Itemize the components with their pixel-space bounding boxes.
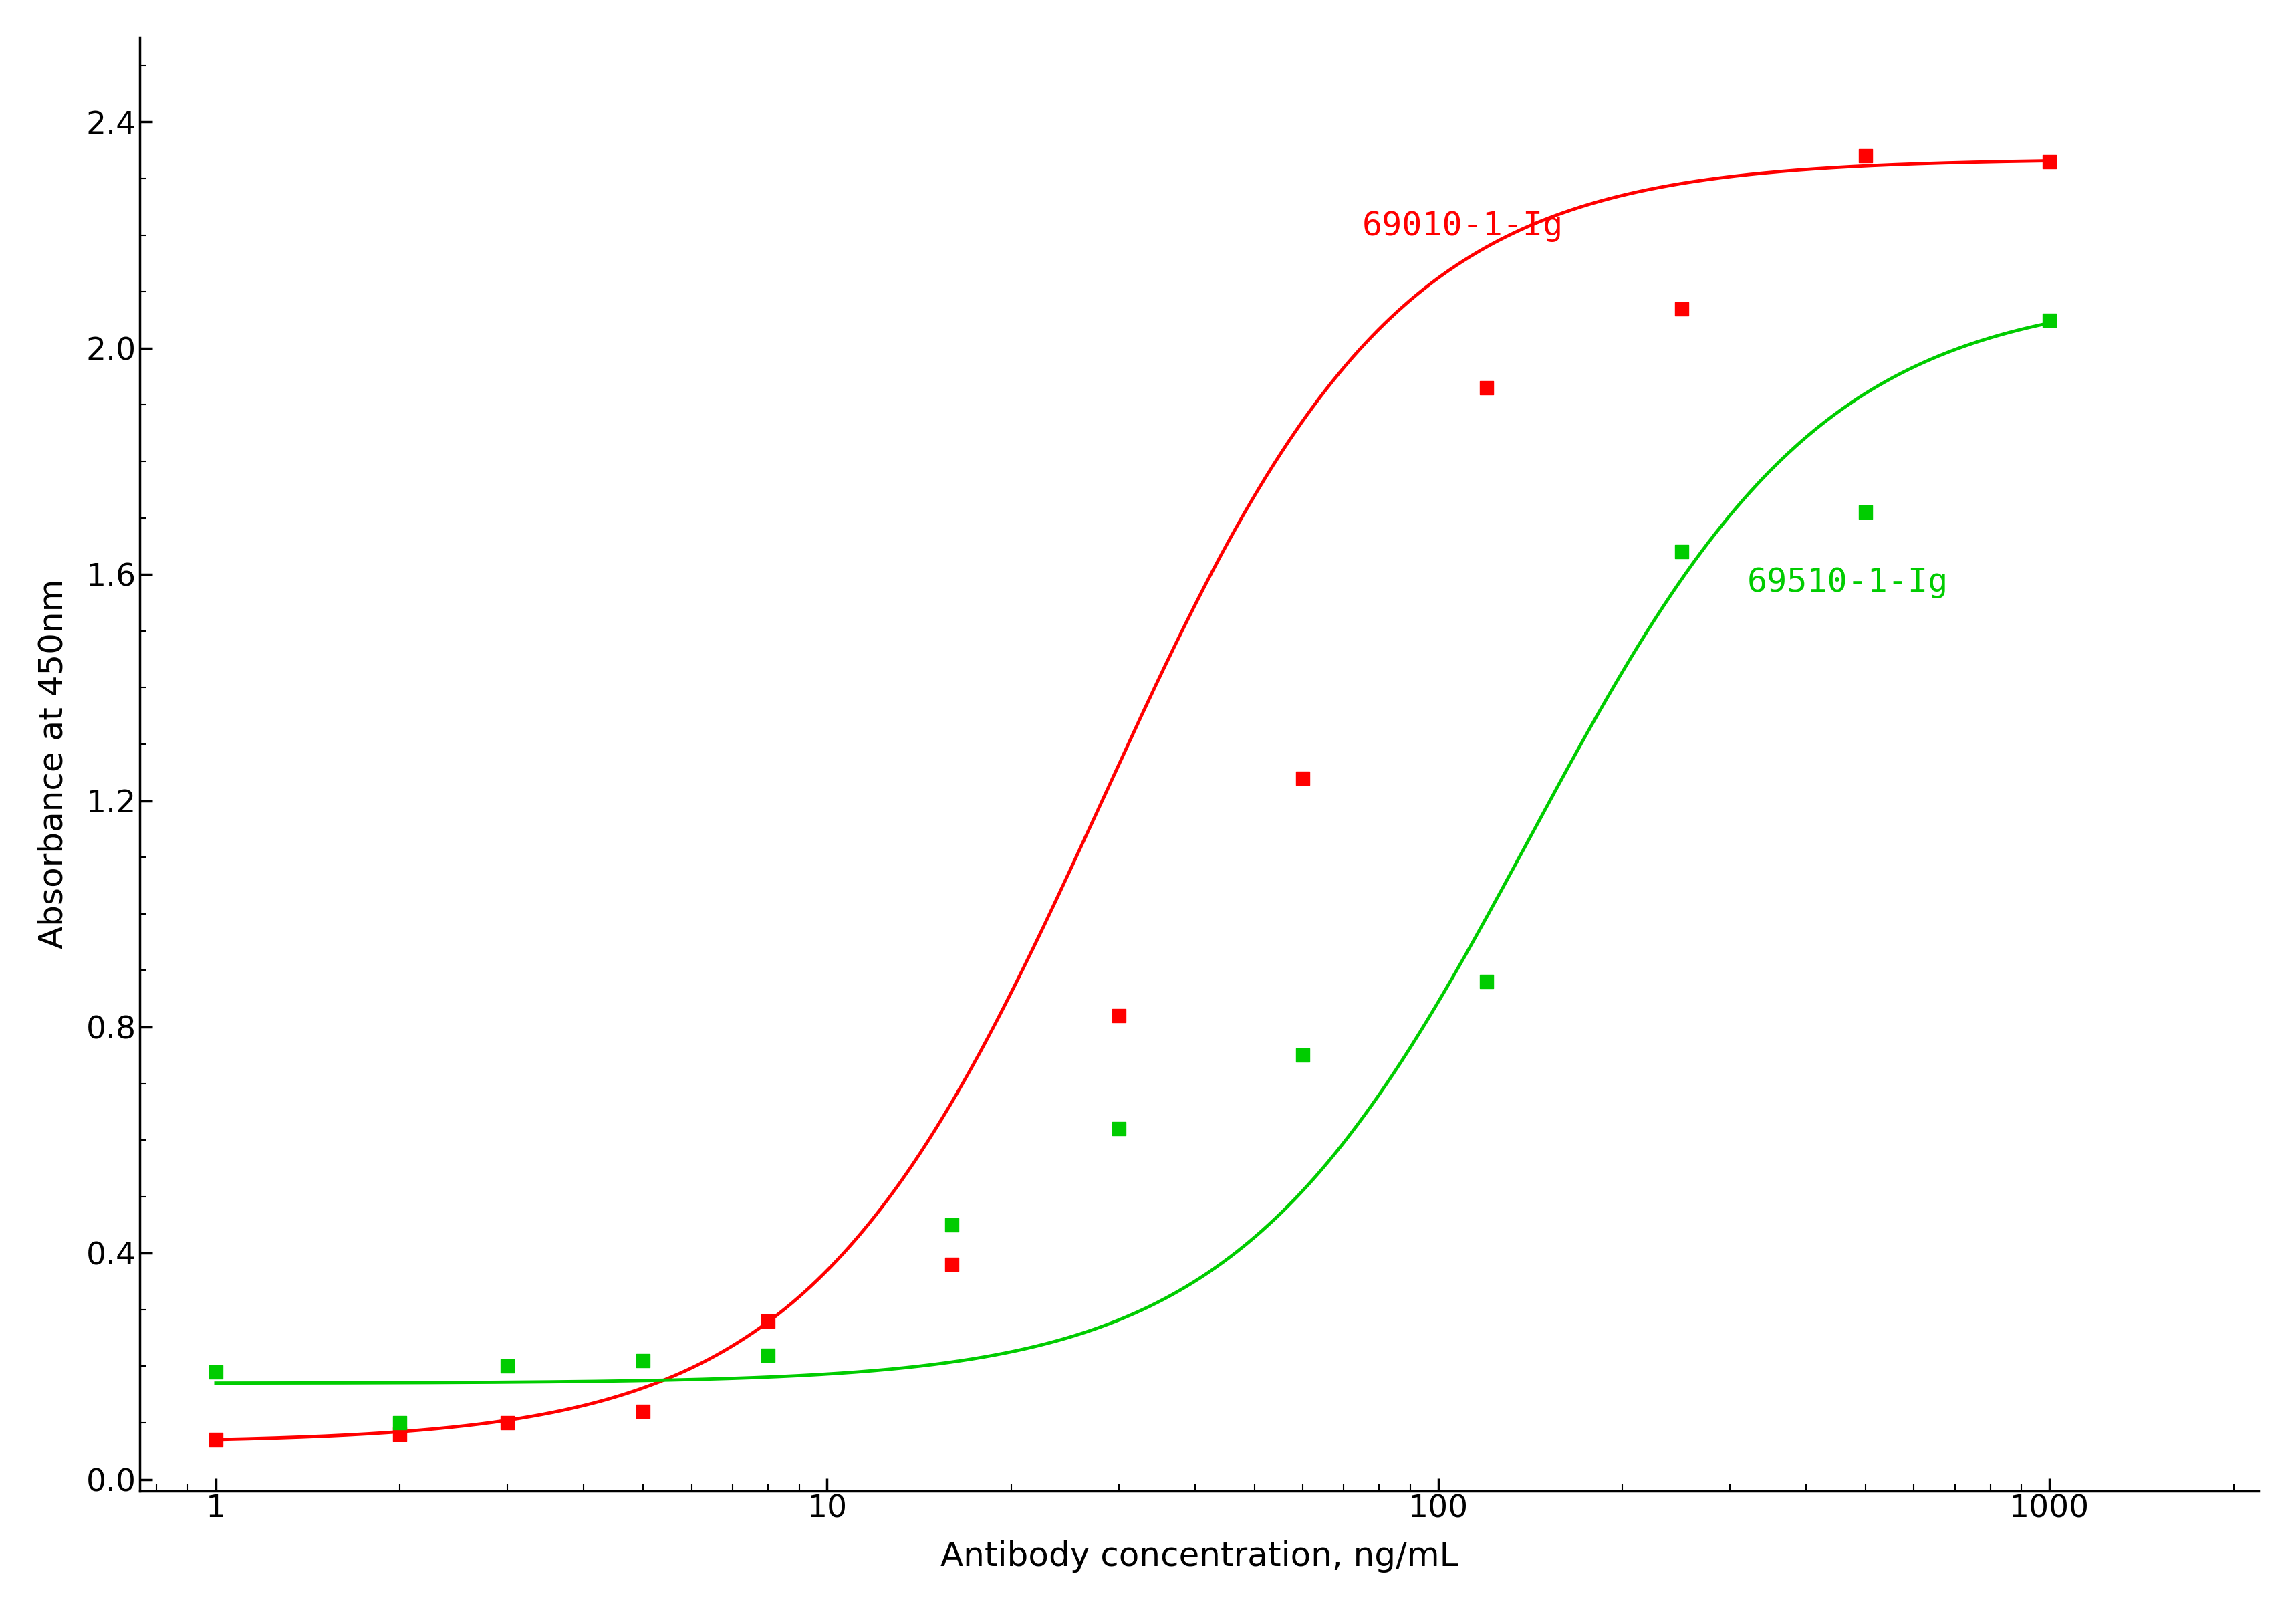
Point [197, 1426, 234, 1452]
Point [381, 1422, 418, 1447]
Point [1283, 765, 1320, 791]
Point [2032, 308, 2069, 333]
Point [934, 1212, 971, 1238]
Point [1469, 969, 1506, 995]
Point [748, 1309, 785, 1335]
Text: 69010-1-Ig: 69010-1-Ig [1362, 209, 1564, 241]
Text: 69510-1-Ig: 69510-1-Ig [1747, 567, 1949, 597]
Point [1469, 375, 1506, 401]
Point [625, 1399, 661, 1425]
Y-axis label: Absorbance at 450nm: Absorbance at 450nm [37, 580, 69, 948]
Point [2032, 148, 2069, 174]
Point [1100, 1003, 1137, 1029]
Point [489, 1410, 526, 1436]
Point [1848, 143, 1885, 169]
Point [1848, 499, 1885, 525]
Point [1662, 296, 1699, 322]
Point [197, 1359, 234, 1385]
Point [489, 1354, 526, 1380]
Point [934, 1251, 971, 1277]
Point [381, 1410, 418, 1436]
Point [1100, 1116, 1137, 1141]
X-axis label: Antibody concentration, ng/mL: Antibody concentration, ng/mL [941, 1541, 1458, 1573]
Point [625, 1348, 661, 1373]
Point [748, 1343, 785, 1368]
Point [1283, 1042, 1320, 1067]
Point [1662, 539, 1699, 565]
